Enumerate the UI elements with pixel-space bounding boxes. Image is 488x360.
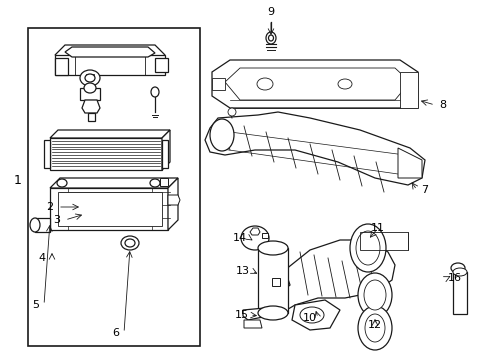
Ellipse shape <box>30 218 40 232</box>
Text: 6: 6 <box>112 328 119 338</box>
Ellipse shape <box>357 273 391 317</box>
Polygon shape <box>162 140 168 168</box>
Polygon shape <box>50 138 162 170</box>
Ellipse shape <box>209 119 234 151</box>
Ellipse shape <box>450 263 464 273</box>
Polygon shape <box>155 58 168 72</box>
Bar <box>271 278 280 286</box>
Polygon shape <box>399 72 417 108</box>
Ellipse shape <box>258 241 287 255</box>
Text: 5: 5 <box>32 300 40 310</box>
Polygon shape <box>82 100 100 113</box>
Ellipse shape <box>349 224 385 272</box>
Polygon shape <box>50 188 168 230</box>
Text: 16: 16 <box>447 273 461 283</box>
Text: 11: 11 <box>370 223 384 233</box>
Ellipse shape <box>125 239 135 247</box>
Ellipse shape <box>355 231 379 265</box>
Bar <box>359 232 407 250</box>
Text: 15: 15 <box>235 310 248 320</box>
Ellipse shape <box>452 268 466 276</box>
Bar <box>86 74 94 78</box>
Polygon shape <box>244 320 262 328</box>
Polygon shape <box>204 112 424 185</box>
Text: 12: 12 <box>367 320 381 330</box>
Ellipse shape <box>337 79 351 89</box>
Text: 8: 8 <box>439 100 446 110</box>
Polygon shape <box>50 178 178 188</box>
Text: 9: 9 <box>267 7 274 17</box>
Text: 4: 4 <box>39 253 45 263</box>
Polygon shape <box>243 308 267 320</box>
Ellipse shape <box>227 108 236 116</box>
Polygon shape <box>224 68 409 100</box>
Ellipse shape <box>268 35 273 41</box>
Polygon shape <box>249 228 260 235</box>
Bar <box>258 248 287 313</box>
Ellipse shape <box>85 74 95 82</box>
Ellipse shape <box>299 307 324 323</box>
Text: 10: 10 <box>303 313 316 323</box>
Ellipse shape <box>258 306 287 320</box>
Ellipse shape <box>57 179 67 187</box>
Polygon shape <box>50 130 170 138</box>
Ellipse shape <box>84 83 96 93</box>
Ellipse shape <box>80 70 100 86</box>
Text: 14: 14 <box>232 233 246 243</box>
Polygon shape <box>212 60 417 108</box>
Polygon shape <box>397 148 421 178</box>
Polygon shape <box>80 88 100 100</box>
Polygon shape <box>271 240 394 315</box>
Ellipse shape <box>151 87 159 97</box>
Text: 1: 1 <box>14 174 22 186</box>
Ellipse shape <box>364 314 384 342</box>
Bar <box>262 233 267 238</box>
Bar <box>452 272 466 314</box>
Bar <box>28 28 200 346</box>
Ellipse shape <box>150 179 160 187</box>
Ellipse shape <box>121 236 139 250</box>
Polygon shape <box>55 55 164 75</box>
Polygon shape <box>168 178 178 230</box>
Ellipse shape <box>363 280 385 310</box>
Polygon shape <box>168 195 180 205</box>
Polygon shape <box>35 218 50 232</box>
Polygon shape <box>162 130 170 170</box>
Polygon shape <box>160 178 168 186</box>
Polygon shape <box>212 78 224 90</box>
Bar <box>88 113 95 121</box>
Polygon shape <box>44 140 50 168</box>
Polygon shape <box>55 45 164 60</box>
Polygon shape <box>65 47 155 57</box>
Text: 13: 13 <box>236 266 249 276</box>
Polygon shape <box>55 58 68 75</box>
Text: 2: 2 <box>46 202 54 212</box>
Text: 7: 7 <box>421 185 427 195</box>
Text: 3: 3 <box>53 215 61 225</box>
Polygon shape <box>291 300 339 330</box>
Ellipse shape <box>265 32 275 44</box>
Ellipse shape <box>257 78 272 90</box>
Polygon shape <box>58 192 162 226</box>
Ellipse shape <box>241 226 268 250</box>
Ellipse shape <box>357 306 391 350</box>
